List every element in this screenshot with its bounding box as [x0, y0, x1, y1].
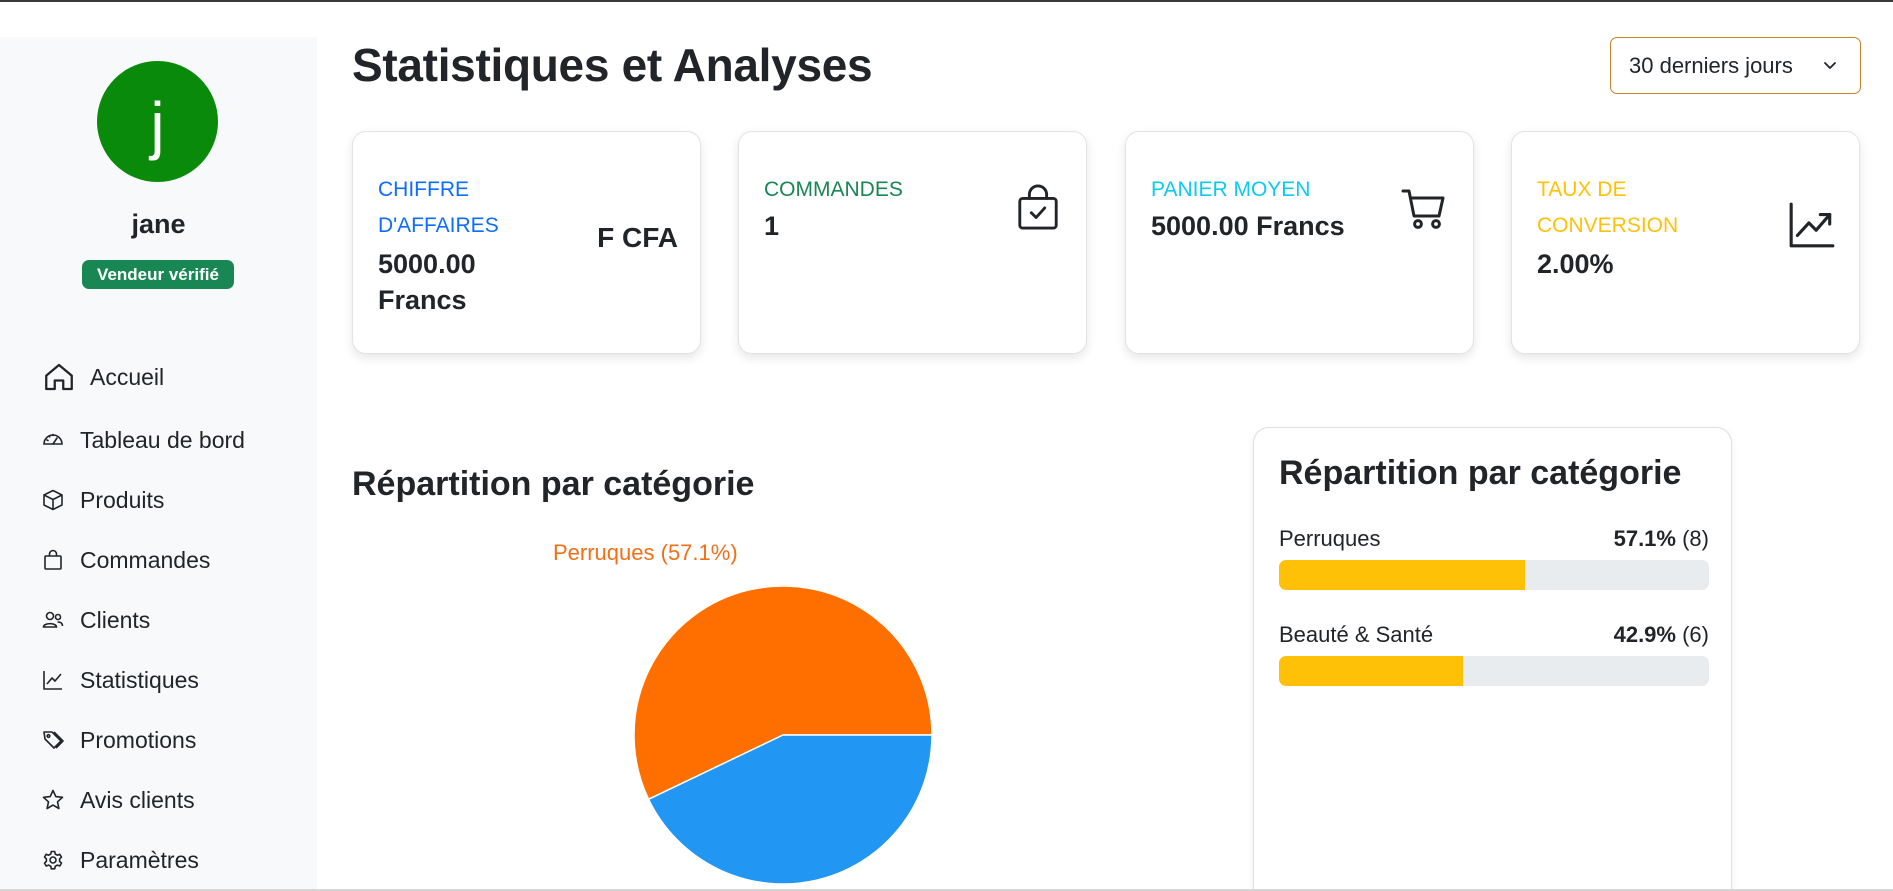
- conversion-value: 2.00%: [1537, 249, 1614, 279]
- sidebar-item-accueil[interactable]: Accueil: [42, 357, 164, 397]
- people-icon: [40, 607, 66, 633]
- revenue-card: CHIFFRE D'AFFAIRES 5000.00 Francs F CFA: [352, 131, 701, 354]
- category-percent-value: 57.1%: [1613, 526, 1676, 551]
- category-count: (8): [1682, 526, 1709, 551]
- sidebar-item-label: Commandes: [80, 546, 211, 573]
- star-icon: [40, 787, 66, 813]
- sidebar-item-label: Produits: [80, 486, 165, 513]
- avatar-letter: j: [150, 88, 165, 161]
- basket-value: 5000.00 Francs: [1151, 211, 1345, 241]
- sidebar-item-parametres[interactable]: Paramètres: [40, 840, 199, 880]
- line-chart-icon: [40, 667, 66, 693]
- revenue-label-line1: CHIFFRE: [378, 178, 469, 201]
- category-percent-value: 42.9%: [1613, 622, 1676, 647]
- box-icon: [40, 487, 66, 513]
- basket-label: PANIER MOYEN: [1151, 178, 1311, 201]
- sidebar-item-label: Promotions: [80, 726, 197, 753]
- category-progress-fill: [1279, 656, 1464, 686]
- category-percent: 42.9% (6): [1614, 622, 1709, 648]
- category-name: Perruques: [1279, 526, 1381, 551]
- category-name: Beauté & Santé: [1279, 622, 1434, 647]
- bag-icon: [40, 547, 66, 573]
- category-percent: 57.1% (8): [1614, 526, 1709, 552]
- sidebar-item-statistiques[interactable]: Statistiques: [40, 660, 199, 700]
- home-icon: [42, 360, 76, 394]
- sidebar-item-avis-clients[interactable]: Avis clients: [40, 780, 195, 820]
- sidebar-item-label: Paramètres: [80, 846, 199, 873]
- orders-value: 1: [764, 211, 780, 241]
- sidebar-item-label: Avis clients: [80, 786, 195, 813]
- sidebar-item-promotions[interactable]: Promotions: [40, 720, 196, 760]
- tags-icon: [40, 727, 66, 753]
- category-progress-track: [1279, 560, 1709, 590]
- orders-card: COMMANDES 1: [738, 131, 1087, 354]
- sidebar-item-clients[interactable]: Clients: [40, 600, 150, 640]
- sidebar-item-label: Statistiques: [80, 666, 199, 693]
- sidebar-item-label: Tableau de bord: [80, 426, 245, 453]
- currency-label: F CFA: [597, 222, 678, 253]
- revenue-label: CHIFFRE D'AFFAIRES: [378, 172, 499, 244]
- period-select-value: 30 derniers jours: [1629, 52, 1793, 78]
- category-pie-chart: [633, 585, 933, 885]
- basket-card: PANIER MOYEN 5000.00 Francs: [1125, 131, 1474, 354]
- revenue-value: 5000.00 Francs: [378, 246, 476, 318]
- category-progress-fill: [1279, 560, 1525, 590]
- panel-title: Répartition par catégorie: [1279, 454, 1682, 492]
- pie-slice-beaut-sant[interactable]: [647, 734, 933, 885]
- cart-icon: [1401, 189, 1445, 229]
- revenue-value-line2: Francs: [378, 285, 467, 315]
- sidebar-item-label: Accueil: [90, 363, 165, 390]
- pie-slice-perruques[interactable]: [633, 585, 933, 801]
- sidebar-item-label: Clients: [80, 606, 151, 633]
- revenue-value-line1: 5000.00: [378, 249, 476, 279]
- window-top-border: [0, 0, 1893, 2]
- revenue-label-line2: D'AFFAIRES: [378, 214, 499, 237]
- conversion-label-line2: CONVERSION: [1537, 214, 1679, 237]
- period-select[interactable]: 30 derniers jours: [1610, 37, 1861, 94]
- verified-badge: Vendeur vérifié: [82, 260, 234, 289]
- bag-check-icon: [1018, 184, 1058, 230]
- pie-slice-label: Perruques (57.1%): [553, 540, 738, 565]
- chevron-down-icon: [1824, 62, 1836, 69]
- conversion-label-line1: TAUX DE: [1537, 178, 1627, 201]
- sidebar: j jane Vendeur vérifié Accueil Tableau d…: [0, 37, 317, 891]
- username: jane: [131, 209, 186, 239]
- category-count: (6): [1682, 622, 1709, 647]
- conversion-card: TAUX DE CONVERSION 2.00%: [1511, 131, 1860, 354]
- category-progress-track: [1279, 656, 1709, 686]
- speedometer-icon: [40, 427, 66, 453]
- conversion-label: TAUX DE CONVERSION: [1537, 172, 1678, 244]
- sidebar-item-produits[interactable]: Produits: [40, 480, 164, 520]
- orders-label: COMMANDES: [764, 178, 903, 201]
- avatar[interactable]: j: [97, 61, 218, 182]
- graph-up-icon: [1789, 202, 1835, 248]
- gear-icon: [40, 847, 66, 873]
- window-bottom-border: [0, 889, 1893, 891]
- sidebar-item-commandes[interactable]: Commandes: [40, 540, 210, 580]
- pie-section-title: Répartition par catégorie: [352, 465, 755, 503]
- category-breakdown-panel: Répartition par catégorie Perruques 57.1…: [1253, 427, 1732, 891]
- sidebar-item-tableau-de-bord[interactable]: Tableau de bord: [40, 420, 245, 460]
- page-title: Statistiques et Analyses: [352, 39, 873, 91]
